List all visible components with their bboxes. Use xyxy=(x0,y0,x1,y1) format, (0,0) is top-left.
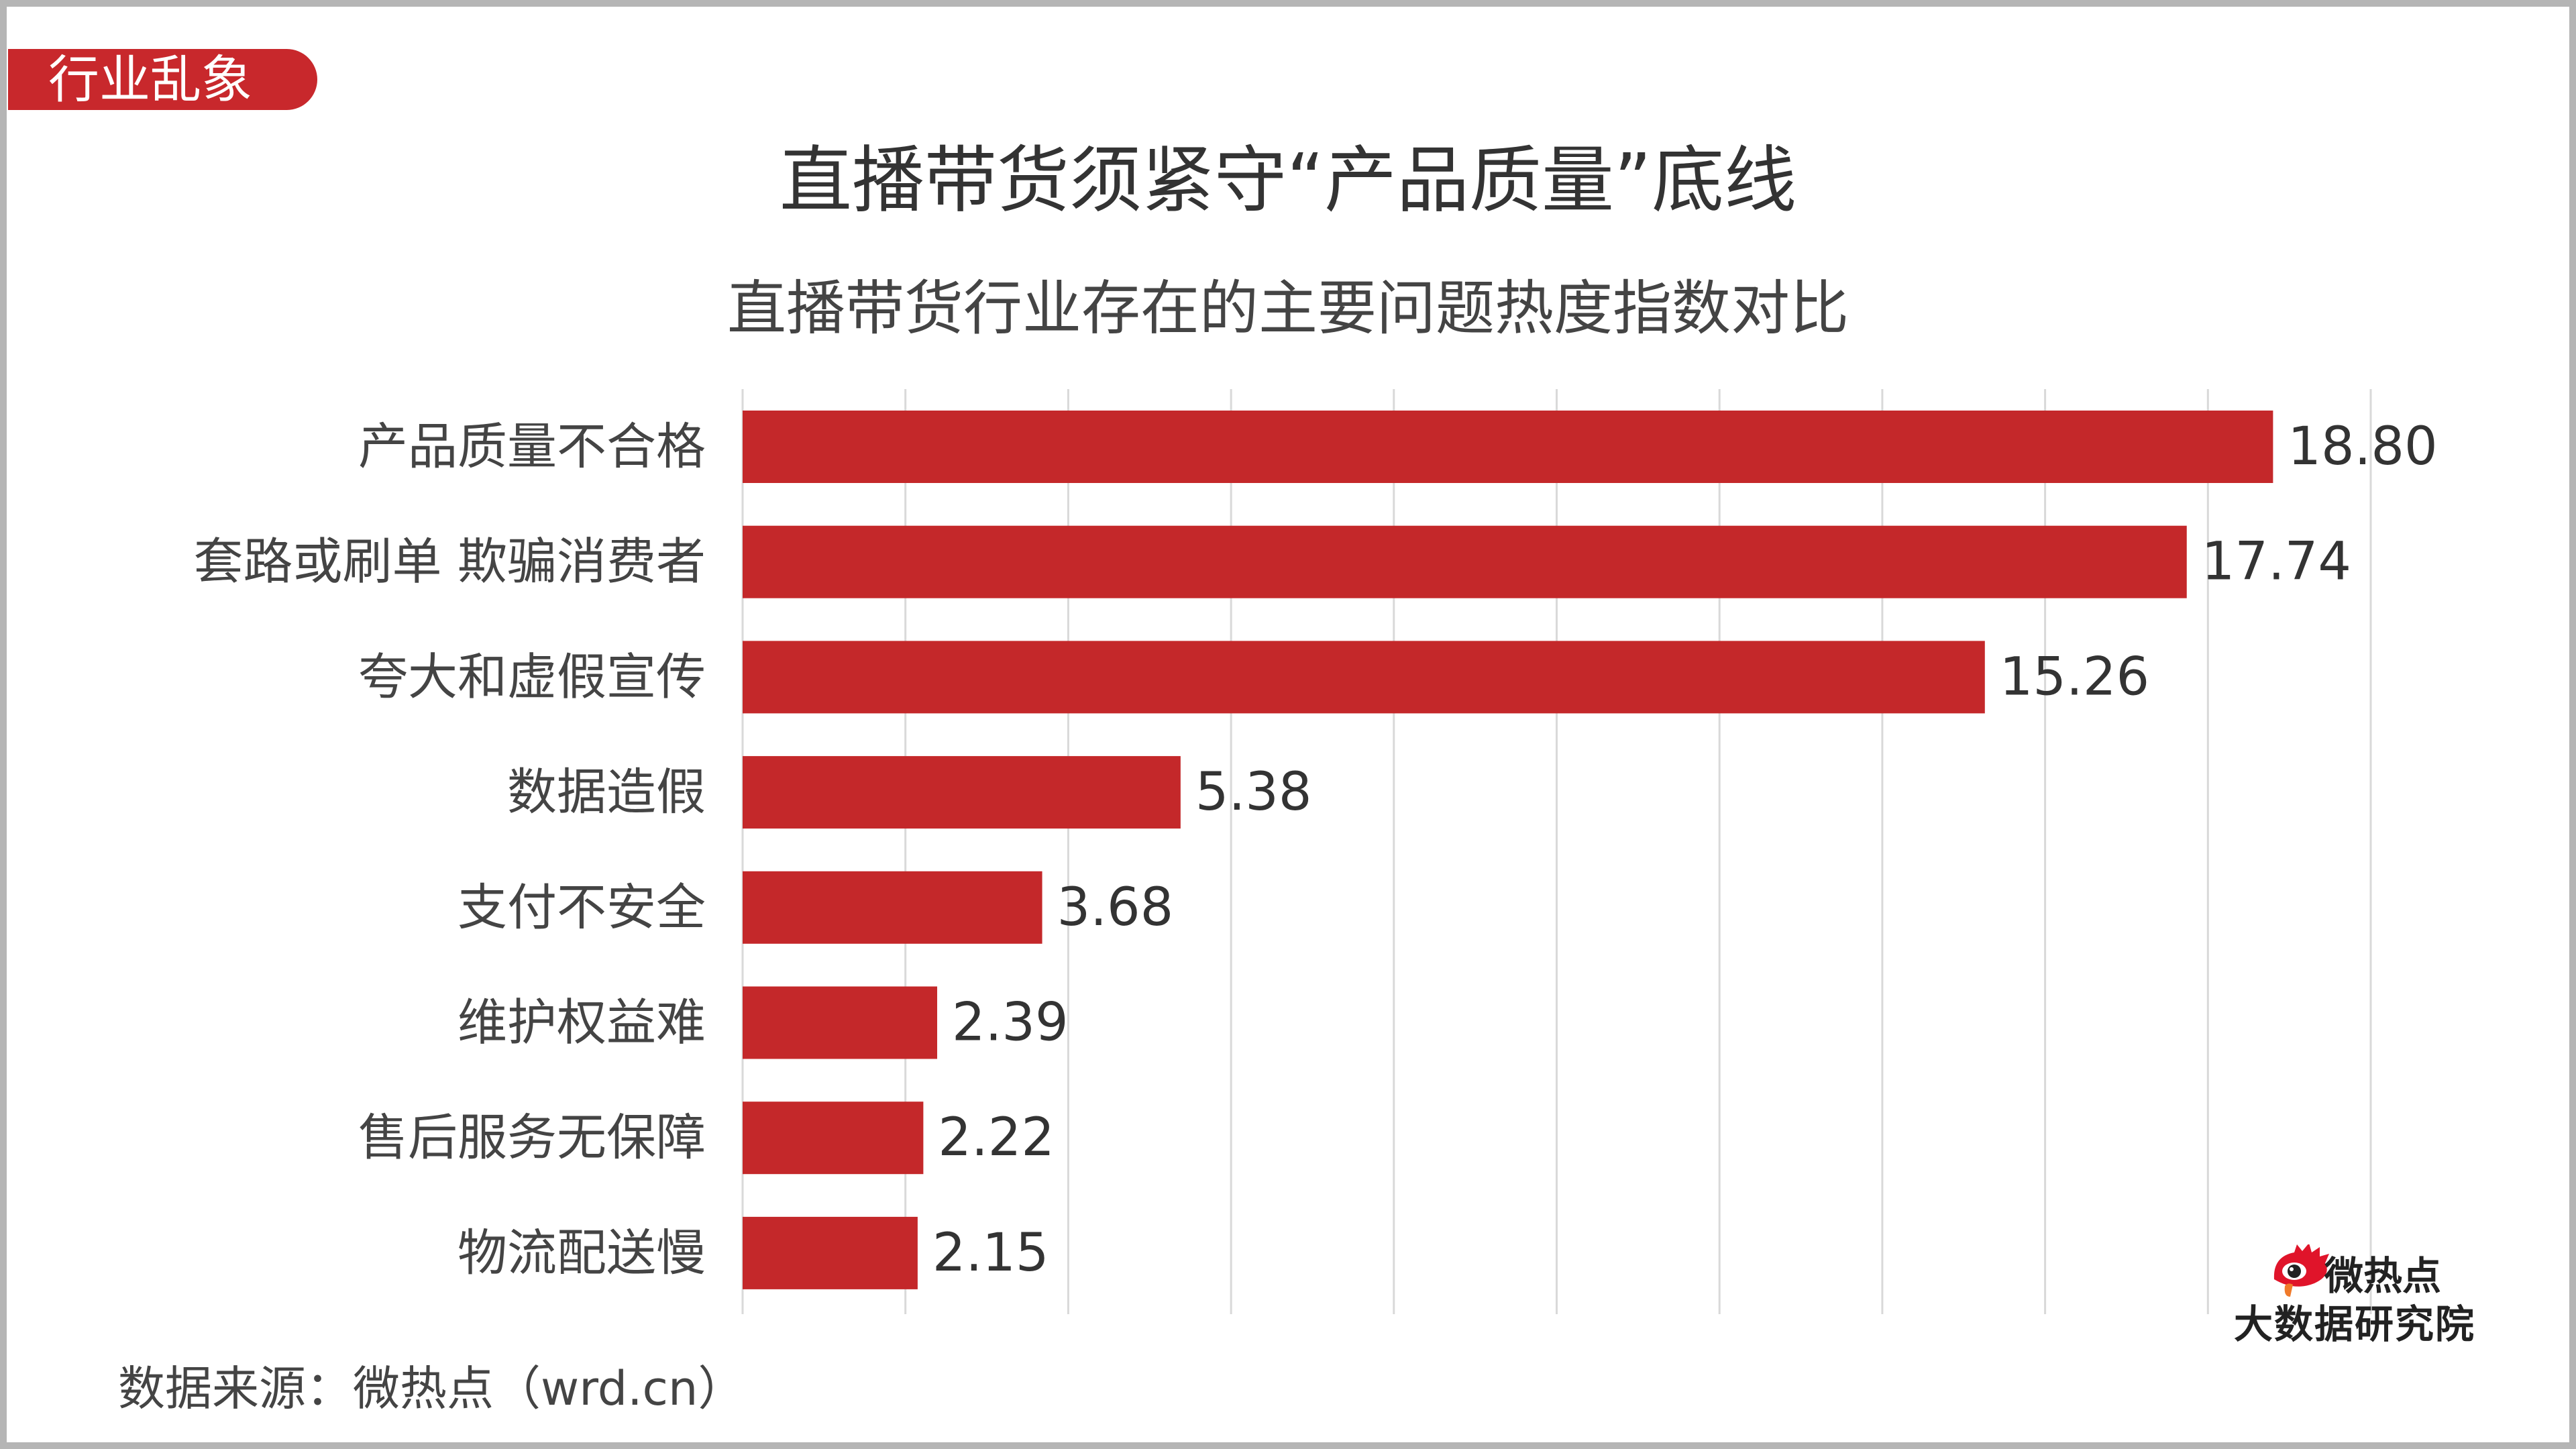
source-note: 数据来源：微热点（wrd.cn） xyxy=(118,1361,745,1416)
logo: 微热点 大数据研究院 xyxy=(2234,1244,2489,1347)
value-label: 5.38 xyxy=(1195,762,1312,822)
value-label: 2.15 xyxy=(932,1223,1049,1283)
bar xyxy=(743,1102,924,1175)
value-label: 2.39 xyxy=(952,993,1069,1053)
bar xyxy=(743,411,2273,483)
bar xyxy=(743,871,1042,944)
category-label: 支付不安全 xyxy=(458,879,706,936)
category-label: 维护权益难 xyxy=(458,994,706,1052)
value-label: 3.68 xyxy=(1057,877,1174,938)
category-label: 夸大和虚假宣传 xyxy=(358,648,706,706)
category-label: 套路或刷单 欺骗消费者 xyxy=(193,533,706,591)
value-label: 18.80 xyxy=(2288,417,2437,477)
weibo-eye-icon xyxy=(2273,1244,2329,1297)
logo-line2: 大数据研究院 xyxy=(2234,1301,2476,1347)
value-label: 17.74 xyxy=(2202,532,2351,592)
category-label: 物流配送慢 xyxy=(458,1224,706,1282)
category-label: 售后服务无保障 xyxy=(358,1109,706,1167)
bar xyxy=(743,756,1181,829)
bar xyxy=(743,1216,918,1289)
category-label: 产品质量不合格 xyxy=(358,418,706,476)
chart-subtitle: 直播带货行业存在的主要问题热度指数对比 xyxy=(727,274,1849,343)
bar xyxy=(743,986,938,1059)
value-label: 2.22 xyxy=(938,1108,1055,1168)
value-label: 15.26 xyxy=(2000,647,2149,707)
chart-title: 直播带货须紧守“产品质量”底线 xyxy=(780,139,1796,223)
bar xyxy=(743,525,2187,598)
bar xyxy=(743,641,1985,714)
logo-line1: 微热点 xyxy=(2324,1253,2442,1299)
category-label: 数据造假 xyxy=(507,763,706,821)
section-tag: 行业乱象 xyxy=(8,49,317,110)
